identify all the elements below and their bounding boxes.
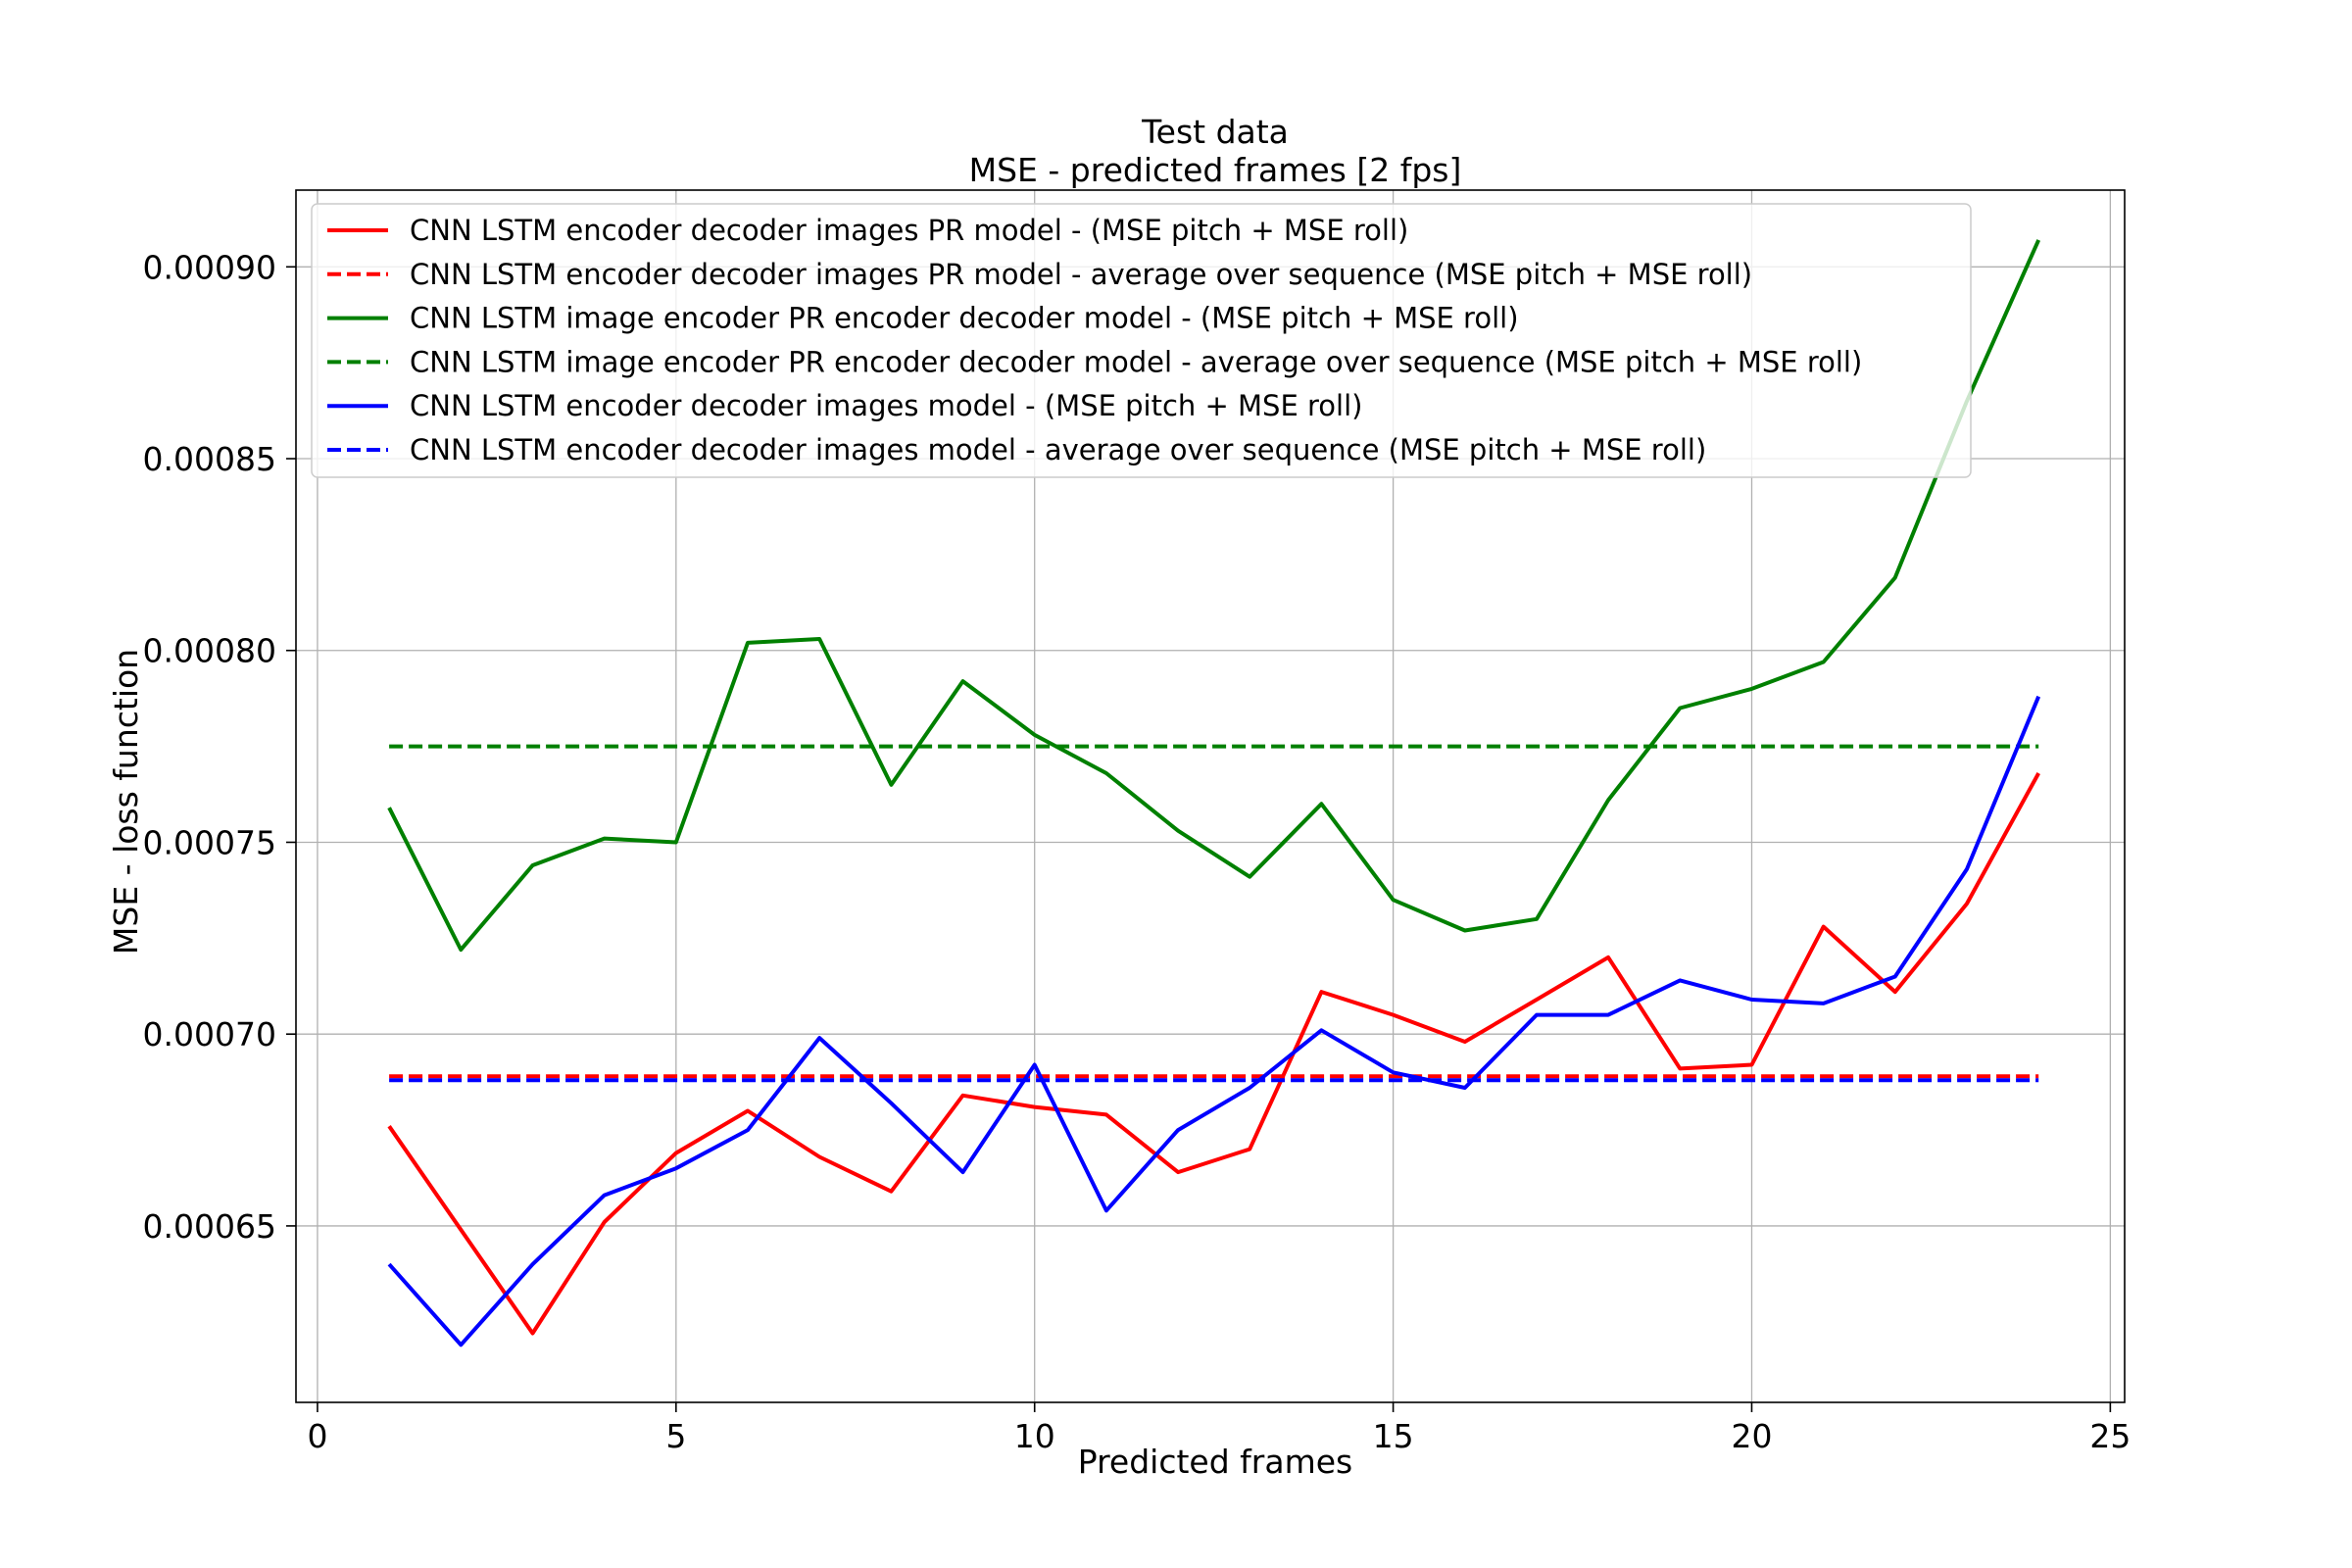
x-tick-label: 15 bbox=[1373, 1417, 1414, 1455]
legend-label: CNN LSTM encoder decoder images model - … bbox=[410, 389, 1362, 422]
x-tick-label: 10 bbox=[1014, 1417, 1055, 1455]
series-line-3 bbox=[387, 239, 2041, 953]
y-tick-label: 0.00080 bbox=[143, 632, 276, 670]
legend-label: CNN LSTM image encoder PR encoder decode… bbox=[410, 345, 1862, 378]
y-tick-label: 0.00090 bbox=[143, 248, 276, 286]
y-axis-label: MSE - loss function bbox=[107, 649, 145, 955]
series-line-1 bbox=[387, 772, 2040, 1336]
legend-label: CNN LSTM encoder decoder images PR model… bbox=[410, 258, 1752, 291]
x-tick-label: 0 bbox=[307, 1417, 327, 1455]
y-tick-label: 0.00075 bbox=[143, 823, 276, 861]
y-ticks: 0.00065 0.00070 0.00075 0.00080 0.00085 0.000… bbox=[143, 248, 296, 1246]
y-tick-label: 0.00070 bbox=[143, 1015, 276, 1054]
legend-label: CNN LSTM encoder decoder images model - … bbox=[410, 433, 1706, 466]
chart-subtitle: MSE - predicted frames [2 fps] bbox=[969, 151, 1462, 189]
x-axis-label: Predicted frames bbox=[1078, 1443, 1352, 1481]
series-line-5 bbox=[387, 695, 2041, 1348]
y-tick-label: 0.00065 bbox=[143, 1207, 276, 1246]
series-group bbox=[387, 239, 2041, 1348]
y-tick-label: 0.00085 bbox=[143, 440, 276, 478]
legend-box bbox=[311, 203, 1972, 478]
x-tick-label: 25 bbox=[2089, 1417, 2131, 1455]
chart-title: Test data bbox=[1141, 113, 1289, 151]
x-tick-label: 5 bbox=[665, 1417, 686, 1455]
legend-label: CNN LSTM encoder decoder images PR model… bbox=[410, 214, 1408, 247]
legend: CNN LSTM encoder decoder images PR model… bbox=[311, 203, 1972, 478]
legend-label: CNN LSTM image encoder PR encoder decode… bbox=[410, 302, 1519, 335]
x-ticks: 0 5 10 15 20 25 bbox=[307, 1402, 2131, 1455]
plot-frame bbox=[295, 189, 2126, 1403]
x-tick-label: 20 bbox=[1731, 1417, 1772, 1455]
